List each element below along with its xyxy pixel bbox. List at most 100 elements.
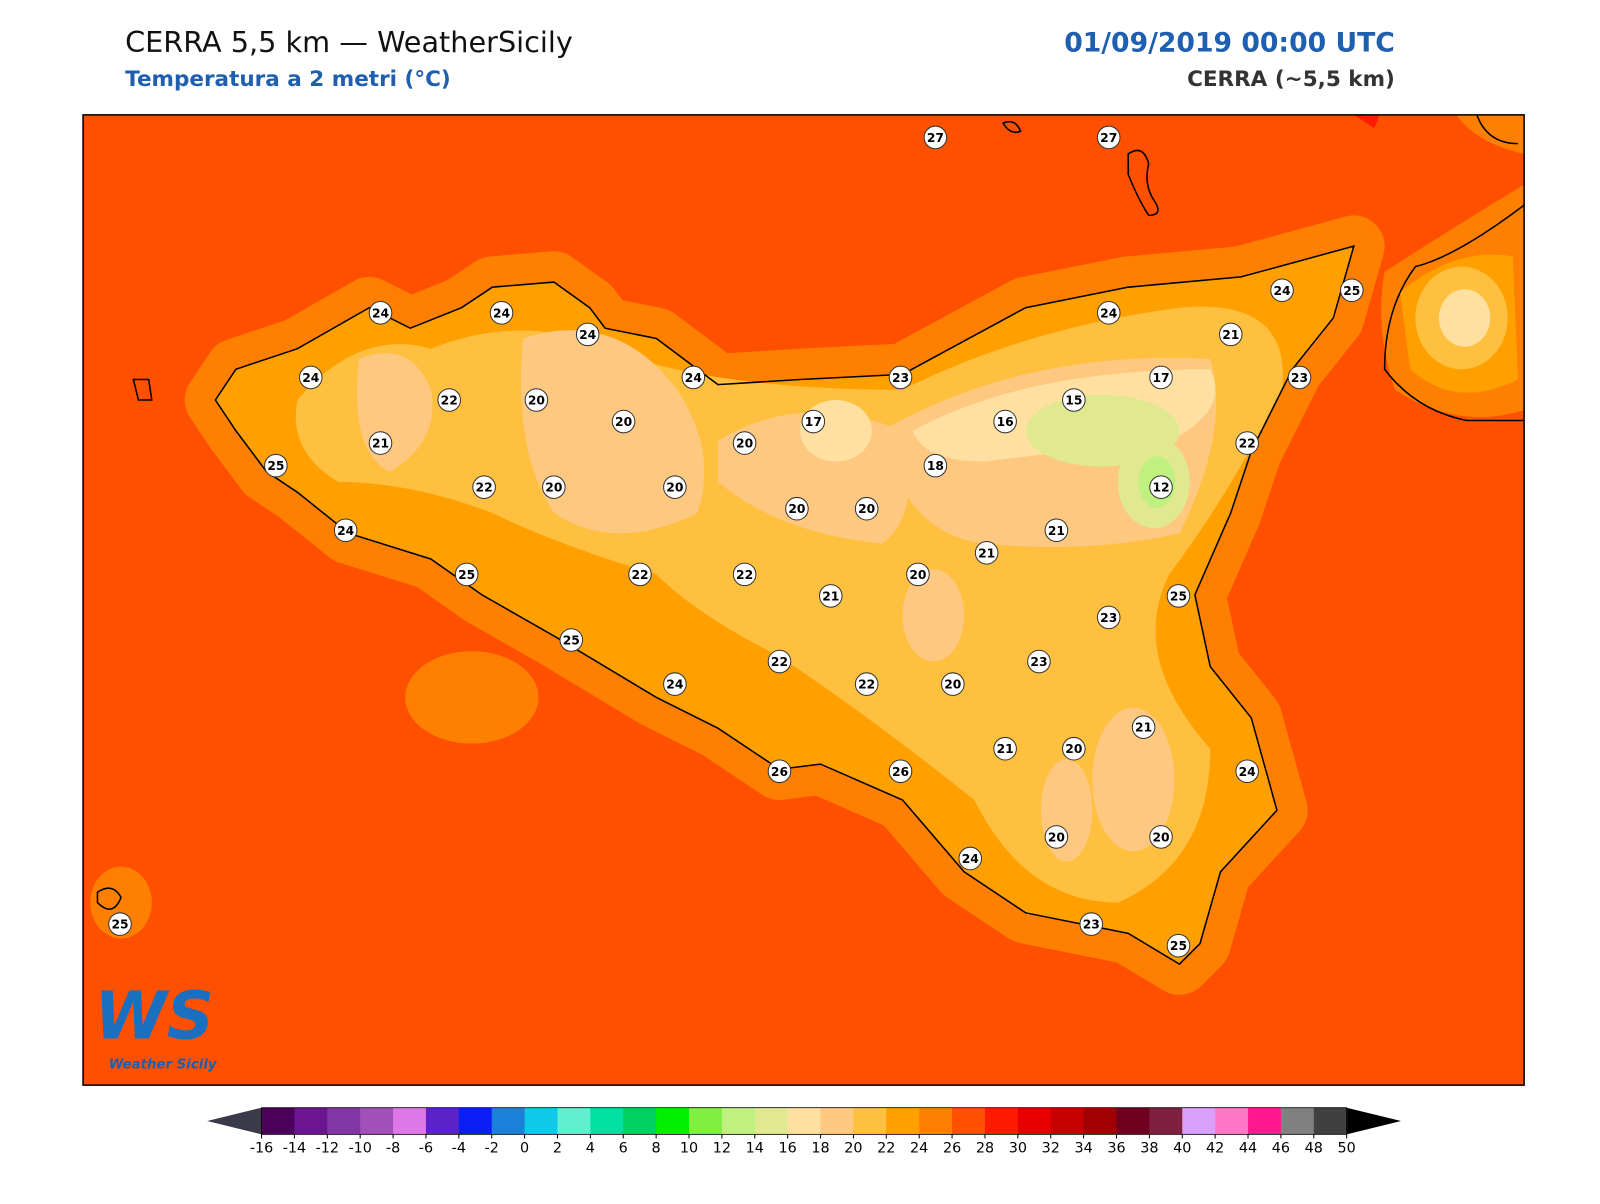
colorbar-bin	[1313, 1107, 1348, 1135]
station-value: 17	[805, 415, 822, 429]
colorbar-bin	[787, 1107, 822, 1135]
station-marker	[542, 475, 566, 499]
colorbar-bin	[1017, 1107, 1052, 1135]
station-marker	[923, 125, 948, 150]
station-value: 21	[372, 437, 389, 451]
station-marker	[1166, 584, 1191, 608]
colorbar-tick-label: 40	[1173, 1141, 1191, 1157]
station-value: 20	[736, 437, 753, 451]
colorbar-tick-label: 12	[713, 1141, 731, 1157]
station-marker	[1079, 912, 1104, 936]
station-marker	[993, 409, 1017, 434]
colorbar-tick-label: 36	[1107, 1141, 1125, 1157]
station-marker	[559, 628, 584, 652]
station-marker	[854, 496, 879, 521]
station-marker	[923, 453, 948, 478]
colorbar-tick-label: 24	[910, 1141, 928, 1157]
station-marker	[611, 409, 636, 434]
station-value: 26	[892, 765, 909, 779]
colorbar-tick-label: 38	[1140, 1141, 1158, 1157]
station-value: 27	[1100, 131, 1117, 145]
station-marker	[663, 672, 687, 696]
station-marker	[801, 409, 826, 434]
colorbar-tick-label: 18	[811, 1141, 829, 1157]
field	[902, 569, 965, 662]
station-marker	[1062, 736, 1086, 761]
station-value: 22	[631, 568, 648, 582]
colorbar-tick-label: -4	[452, 1141, 466, 1157]
station-marker	[1149, 825, 1173, 849]
colorbar-bin	[820, 1107, 854, 1135]
station-value: 17	[1152, 371, 1169, 385]
colorbar-tick-label: 10	[680, 1141, 698, 1157]
logo-name: Weather Sicily	[109, 1058, 218, 1073]
station-value: 24	[372, 306, 389, 320]
station-marker	[785, 496, 809, 521]
station-marker	[1027, 649, 1051, 674]
station-marker	[1096, 125, 1121, 150]
colorbar-tick-label: -8	[386, 1141, 400, 1157]
station-marker	[1062, 388, 1086, 412]
title: CERRA 5,5 km — WeatherSicily	[125, 25, 573, 59]
station-value: 23	[1291, 371, 1308, 385]
colorbar-bin	[1215, 1107, 1249, 1135]
calabria-coast	[1383, 114, 1525, 422]
field	[90, 866, 152, 939]
colorbar-bin	[1083, 1107, 1118, 1135]
station-value: 20	[788, 502, 805, 516]
station-value: 24	[685, 371, 702, 385]
source: CERRA (~5,5 km)	[1187, 67, 1395, 92]
station-value: 25	[458, 568, 475, 582]
station-marker	[854, 672, 879, 696]
colorbar-tick-label: -16	[250, 1141, 273, 1157]
subtitle: Temperatura a 2 metri (°C)	[125, 67, 451, 92]
station-marker	[958, 846, 983, 871]
station-marker	[524, 388, 549, 412]
station-value: 20	[666, 481, 683, 495]
station-value: 25	[1343, 284, 1360, 298]
station-marker	[1131, 715, 1156, 739]
station-marker	[575, 322, 600, 347]
colorbar-tick-label: 20	[844, 1141, 862, 1157]
colorbar-tick-label: 50	[1338, 1141, 1356, 1157]
station-marker	[1270, 278, 1294, 303]
station-marker	[1218, 322, 1243, 347]
colorbar-bin	[1248, 1107, 1282, 1135]
colorbar-bin	[721, 1107, 756, 1135]
colorbar-tick-label: -10	[348, 1141, 371, 1157]
colorbar-bin	[754, 1107, 789, 1135]
colorbar-tick-label: 0	[520, 1141, 529, 1157]
colorbar-bin	[689, 1107, 723, 1135]
colorbar-bin	[557, 1107, 591, 1135]
colorbar-bin	[919, 1107, 953, 1135]
station-value: 22	[858, 678, 875, 692]
colorbar-bin	[1280, 1107, 1315, 1135]
station-marker	[888, 759, 913, 784]
map-area: 27 27 24 24 24 24 22 20 20 24 23 21 25 22 20 20 20 17 18 16…	[83, 114, 1525, 1086]
station-marker	[1096, 301, 1121, 325]
station-value: 24	[962, 852, 979, 866]
colorbar-tick-label: 6	[619, 1141, 628, 1157]
station-marker	[1235, 431, 1259, 455]
colorbar-bin	[393, 1107, 427, 1135]
station-value: 24	[493, 306, 510, 320]
station-value: 21	[997, 742, 1014, 756]
station-marker	[1044, 825, 1069, 849]
station-marker	[1149, 365, 1173, 390]
datetime: 01/09/2019 00:00 UTC	[1064, 28, 1395, 59]
station-value: 24	[302, 371, 319, 385]
station-value: 23	[1083, 918, 1100, 932]
station-marker	[368, 301, 393, 325]
station-value: 25	[111, 918, 128, 932]
station-value: 23	[1030, 655, 1047, 669]
field	[1438, 289, 1491, 347]
colorbar-tick-label: 4	[586, 1141, 595, 1157]
colorbar-bin	[590, 1107, 624, 1135]
station-value: 21	[1048, 524, 1065, 538]
frame	[82, 114, 1525, 1086]
station-value: 21	[822, 589, 839, 603]
station-value: 20	[909, 568, 926, 582]
colorbar-bin	[1182, 1107, 1216, 1135]
